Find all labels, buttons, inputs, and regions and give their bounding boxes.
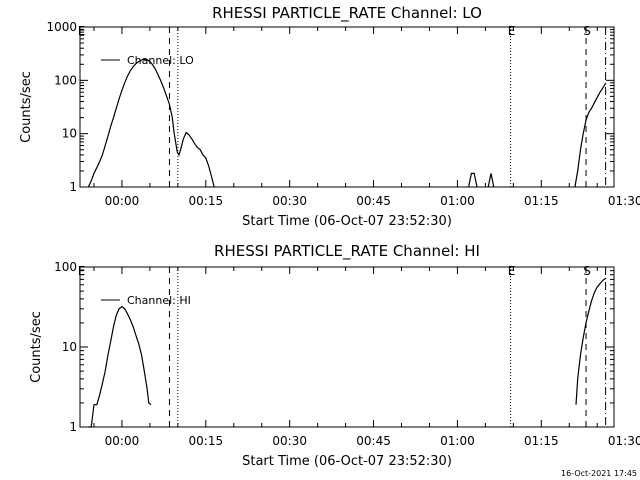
y-axis-label: Counts/sec (29, 311, 44, 383)
time-marker-label: E (78, 24, 86, 38)
x-tick-label: 01:15 (524, 194, 559, 208)
plot-frame (79, 26, 615, 188)
footer-timestamp: 16-Oct-2021 17:45 (561, 469, 637, 478)
time-marker-label: E (78, 264, 86, 278)
x-tick-label: 01:00 (440, 434, 475, 448)
time-marker-label: E (508, 24, 516, 38)
x-tick-label: 00:30 (272, 194, 307, 208)
time-marker-label: S (583, 264, 591, 278)
plot-hi-channel: RHESSI PARTICLE_RATE Channel: HI Start Ti… (29, 242, 640, 469)
y-tick-label: 10 (62, 127, 77, 141)
y-tick-label: 1000 (46, 20, 77, 34)
series-line (88, 305, 152, 428)
plot-lo-channel: RHESSI PARTICLE_RATE Channel: LO Start Ti… (19, 4, 640, 229)
x-tick-label: 00:15 (189, 434, 224, 448)
y-axis-label: Counts/sec (19, 71, 34, 143)
x-tick-label: 00:45 (356, 194, 391, 208)
x-tick-label: 00:00 (105, 434, 140, 448)
x-axis-label: Start Time (06-Oct-07 23:52:30) (242, 214, 452, 229)
x-tick-label: 00:15 (189, 194, 224, 208)
y-tick-label: 100 (54, 260, 77, 274)
x-tick-label: 01:15 (524, 434, 559, 448)
series-line (87, 58, 215, 188)
chart-title: RHESSI PARTICLE_RATE Channel: HI (214, 242, 480, 261)
series-line (575, 277, 606, 405)
x-tick-label: 00:00 (105, 194, 140, 208)
series-line (468, 172, 478, 188)
y-tick-label: 10 (62, 340, 77, 354)
time-marker-label: S (583, 24, 591, 38)
x-tick-label: 01:30 (608, 434, 640, 448)
legend-label: Channel: LO (127, 54, 194, 67)
x-axis-label: Start Time (06-Oct-07 23:52:30) (242, 454, 452, 469)
x-tick-label: 01:00 (440, 194, 475, 208)
y-tick-label: 1 (69, 180, 77, 194)
series-line (487, 173, 495, 188)
y-tick-label: 100 (54, 73, 77, 87)
y-tick-label: 1 (69, 420, 77, 434)
time-marker-label: E (508, 264, 516, 278)
x-tick-label: 00:30 (272, 434, 307, 448)
x-tick-label: 00:45 (356, 434, 391, 448)
legend-label: Channel: HI (127, 294, 191, 307)
series-line (574, 82, 607, 188)
chart-title: RHESSI PARTICLE_RATE Channel: LO (212, 4, 482, 23)
x-tick-label: 01:30 (608, 194, 640, 208)
plot-frame (79, 266, 615, 428)
